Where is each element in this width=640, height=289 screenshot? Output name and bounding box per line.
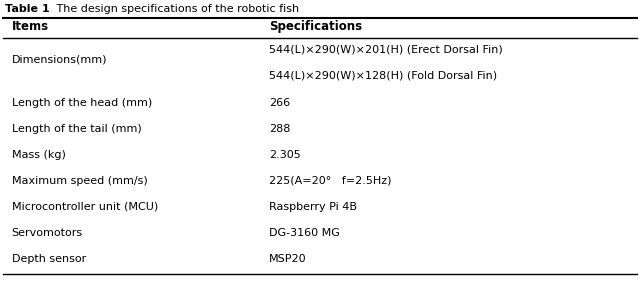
Text: Items: Items (12, 20, 49, 33)
Text: 2.305: 2.305 (269, 150, 301, 160)
Text: Servomotors: Servomotors (12, 228, 83, 238)
Text: 288: 288 (269, 124, 290, 134)
Text: Mass (kg): Mass (kg) (12, 150, 65, 160)
Text: Table 1: Table 1 (5, 4, 50, 14)
Text: 544(L)×290(W)×128(H) (Fold Dorsal Fin): 544(L)×290(W)×128(H) (Fold Dorsal Fin) (269, 71, 497, 81)
Text: 266: 266 (269, 98, 290, 108)
Text: Microcontroller unit (MCU): Microcontroller unit (MCU) (12, 202, 158, 212)
Text: Length of the tail (mm): Length of the tail (mm) (12, 124, 141, 134)
Text: Depth sensor: Depth sensor (12, 254, 86, 264)
Text: 544(L)×290(W)×201(H) (Erect Dorsal Fin): 544(L)×290(W)×201(H) (Erect Dorsal Fin) (269, 45, 502, 55)
Text: Dimensions(mm): Dimensions(mm) (12, 55, 107, 65)
Text: Specifications: Specifications (269, 20, 362, 33)
Text: MSP20: MSP20 (269, 254, 307, 264)
Text: Maximum speed (mm/s): Maximum speed (mm/s) (12, 176, 147, 186)
Text: Raspberry Pi 4B: Raspberry Pi 4B (269, 202, 357, 212)
Text: DG-3160 MG: DG-3160 MG (269, 228, 340, 238)
Text: 225(A=20°   f=2.5Hz): 225(A=20° f=2.5Hz) (269, 176, 391, 186)
Text: Length of the head (mm): Length of the head (mm) (12, 98, 152, 108)
Text: The design specifications of the robotic fish: The design specifications of the robotic… (53, 4, 299, 14)
